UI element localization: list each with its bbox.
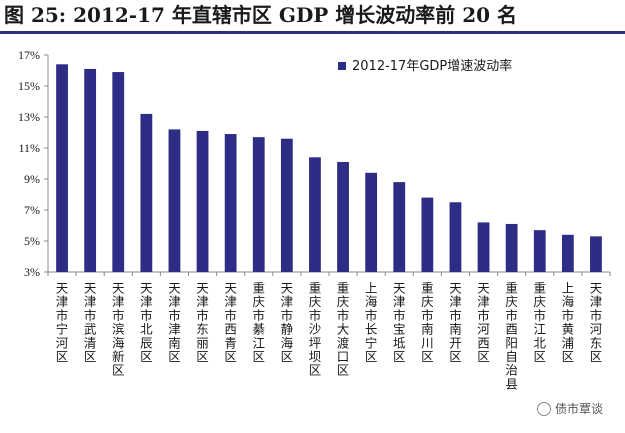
bar-chart: 3% 5% 7% 9% 11% 13% 15% 17% 天津市宁河区 天津市武清区 天津市滨海新区 天… xyxy=(18,48,611,392)
bar xyxy=(337,161,349,272)
bar xyxy=(365,172,378,272)
watermark: 债市覃谈 xyxy=(536,400,603,417)
x-tick-label: 重庆市南川区 xyxy=(421,281,434,365)
bar xyxy=(280,138,293,272)
x-tick-label: 重庆市江北区 xyxy=(533,281,546,365)
chart-title: 图 25: 2012-17 年直辖市区 GDP 增长波动率前 20 名 xyxy=(4,3,518,27)
bar xyxy=(477,222,490,272)
legend-swatch xyxy=(338,62,346,70)
x-tick-label: 天津市宝坻区 xyxy=(393,281,406,365)
bar xyxy=(309,157,321,272)
bar xyxy=(505,223,518,272)
title-rule xyxy=(0,31,625,34)
bar xyxy=(590,236,602,272)
watermark-text: 债市覃谈 xyxy=(554,402,603,416)
x-tick-label: 天津市河西区 xyxy=(477,281,490,365)
y-tick-label: 7% xyxy=(24,203,40,217)
x-tick-label: 天津市河东区 xyxy=(590,281,603,365)
bar xyxy=(449,202,462,272)
bar xyxy=(533,230,546,272)
y-tick-label: 11% xyxy=(18,141,40,155)
bar xyxy=(196,130,209,272)
x-tick-label: 天津市北辰区 xyxy=(140,281,153,365)
bar xyxy=(56,64,68,272)
x-tick-label: 上海市黄浦区 xyxy=(562,281,575,365)
watermark-icon xyxy=(536,401,551,416)
bar xyxy=(140,113,153,273)
x-tick-label: 重庆市大渡口区 xyxy=(337,281,350,378)
x-tick-label: 天津市滨海新区 xyxy=(112,281,125,378)
bar xyxy=(561,234,574,272)
bar xyxy=(393,182,406,272)
x-tick-label: 天津市东丽区 xyxy=(196,281,209,365)
y-tick-label: 13% xyxy=(18,110,40,124)
x-tick-label: 天津市南开区 xyxy=(449,281,462,365)
bar xyxy=(421,197,434,272)
x-tick-label: 天津市西青区 xyxy=(224,281,237,365)
y-tick-label: 17% xyxy=(18,48,40,62)
bar xyxy=(168,129,181,272)
x-tick-label: 重庆市沙坪坝区 xyxy=(309,281,322,378)
x-tick-label: 天津市津南区 xyxy=(168,281,181,365)
bar xyxy=(224,134,237,272)
x-tick-label: 重庆市酉阳自治县 xyxy=(505,281,518,392)
legend-label: 2012-17年GDP增速波动率 xyxy=(352,58,512,74)
x-tick-label: 天津市武清区 xyxy=(84,281,97,365)
y-tick-label: 9% xyxy=(24,172,40,186)
y-tick-label: 3% xyxy=(24,265,40,279)
x-tick-label: 重庆市綦江区 xyxy=(252,281,265,365)
y-tick-label: 15% xyxy=(18,79,40,93)
x-tick-label: 上海市长宁区 xyxy=(365,281,378,365)
bar xyxy=(112,72,125,272)
bar xyxy=(252,137,265,272)
x-tick-label: 天津市静海区 xyxy=(281,281,294,365)
x-tick-label: 天津市宁河区 xyxy=(56,281,69,365)
y-tick-label: 5% xyxy=(24,234,40,248)
bar xyxy=(84,68,97,272)
